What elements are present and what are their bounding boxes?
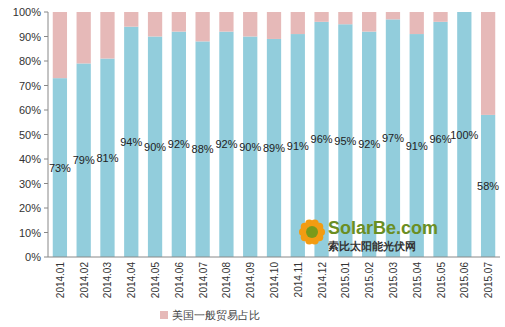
- x-tick-label: 2015.04: [412, 262, 423, 299]
- watermark: SolarBe.com 索比太阳能光伏网: [299, 218, 438, 252]
- data-label: 94%: [120, 136, 142, 148]
- data-label: 88%: [192, 143, 214, 155]
- bar-segment: [433, 12, 447, 22]
- y-axis: 0% 10% 20% 30% 40% 50% 60% 70% 80% 90% 100%: [13, 6, 48, 263]
- y-tick-label: 80%: [19, 55, 41, 67]
- chart: 0%10%20%30%40%50%60%70%80%90%100%73%79%8…: [0, 0, 505, 327]
- bar-segment: [148, 12, 162, 37]
- y-tick: [44, 208, 48, 209]
- y-tick-label: 0%: [25, 251, 41, 263]
- bar-segment: [410, 12, 424, 34]
- bar-segment: [291, 12, 305, 34]
- x-tick-label: 2015.07: [483, 262, 494, 299]
- x-tick-label: 2014.01: [55, 262, 66, 299]
- data-label: 92%: [358, 138, 380, 150]
- y-tick: [44, 12, 48, 13]
- x-tick-label: 2014.07: [198, 262, 209, 299]
- data-label: 91%: [287, 140, 309, 152]
- x-axis: 2014.01 2014.02 2014.03 2014.04 2014.05 2014.…: [55, 262, 494, 299]
- watermark-text: 索比太阳能光伏网: [328, 240, 416, 252]
- y-tick: [44, 257, 48, 258]
- bar-segment: [362, 12, 376, 32]
- data-label: 96%: [311, 133, 333, 145]
- data-label: 90%: [239, 141, 261, 153]
- bar-segment: [481, 12, 495, 115]
- x-tick-label: 2014.02: [79, 262, 90, 299]
- x-tick-label: 2014.04: [126, 262, 137, 299]
- x-tick-label: 2014.11: [293, 262, 304, 298]
- x-tick-label: 2014.09: [245, 262, 256, 299]
- bar-segment: [124, 12, 138, 27]
- data-label: 90%: [144, 141, 166, 153]
- y-tick-label: 90%: [19, 31, 41, 43]
- data-label: 81%: [96, 152, 118, 164]
- bar-segment: [267, 12, 281, 39]
- data-label: 91%: [406, 140, 428, 152]
- bar-segment: [219, 12, 233, 32]
- bar-segment: [195, 12, 209, 41]
- data-label: 100%: [450, 129, 478, 141]
- y-tick-label: 10%: [19, 227, 41, 239]
- legend: 美国一般贸易占比: [160, 309, 260, 321]
- bar-segment: [53, 12, 67, 78]
- bar-segment: [457, 12, 471, 13]
- y-tick: [44, 61, 48, 62]
- x-tick-label: 2014.10: [269, 262, 280, 299]
- bars: [53, 12, 495, 257]
- y-tick: [44, 85, 48, 86]
- x-tick-label: 2015.01: [340, 262, 351, 299]
- x-tick-label: 2014.12: [317, 262, 328, 299]
- data-label: 95%: [334, 135, 356, 147]
- bar-segment: [386, 12, 400, 19]
- data-label: 97%: [382, 132, 404, 144]
- bar-segment: [77, 12, 91, 63]
- x-tick-label: 2015.05: [436, 262, 447, 299]
- y-tick: [44, 110, 48, 111]
- y-tick-label: 70%: [19, 80, 41, 92]
- data-label: 58%: [477, 180, 499, 192]
- x-tick-label: 2015.02: [364, 262, 375, 299]
- y-tick-label: 100%: [13, 6, 41, 18]
- y-tick-label: 40%: [19, 153, 41, 165]
- x-tick-label: 2014.08: [221, 262, 232, 299]
- watermark-center: [306, 226, 318, 238]
- y-tick: [44, 134, 48, 135]
- watermark-text: SolarBe.com: [328, 218, 438, 238]
- bar-segment: [243, 12, 257, 37]
- legend-label: 美国一般贸易占比: [172, 309, 260, 321]
- x-tick-label: 2014.05: [150, 262, 161, 299]
- y-tick: [44, 36, 48, 37]
- x-tick-label: 2014.06: [174, 262, 185, 299]
- bar-segment: [314, 12, 328, 22]
- data-label: 92%: [168, 138, 190, 150]
- y-tick: [44, 183, 48, 184]
- x-tick-label: 2015.03: [388, 262, 399, 299]
- bar-segment: [338, 12, 352, 24]
- y-tick: [44, 159, 48, 160]
- y-tick-label: 50%: [19, 129, 41, 141]
- bar-segment: [100, 12, 114, 59]
- y-tick-label: 60%: [19, 104, 41, 116]
- bar-segment: [172, 12, 186, 32]
- y-tick: [44, 232, 48, 233]
- data-label: 89%: [263, 142, 285, 154]
- x-tick-label: 2014.03: [102, 262, 113, 299]
- legend-swatch: [160, 311, 168, 319]
- data-label: 79%: [73, 154, 95, 166]
- y-axis-line: [48, 12, 49, 257]
- x-axis-line: [48, 257, 500, 258]
- y-tick-label: 20%: [19, 202, 41, 214]
- data-labels: 73%79%81%94%90%92%88%92%90%89%91%96%95%9…: [49, 129, 499, 192]
- y-tick-label: 30%: [19, 178, 41, 190]
- data-label: 96%: [430, 133, 452, 145]
- x-tick-label: 2015.06: [459, 262, 470, 299]
- data-label: 73%: [49, 162, 71, 174]
- data-label: 92%: [215, 138, 237, 150]
